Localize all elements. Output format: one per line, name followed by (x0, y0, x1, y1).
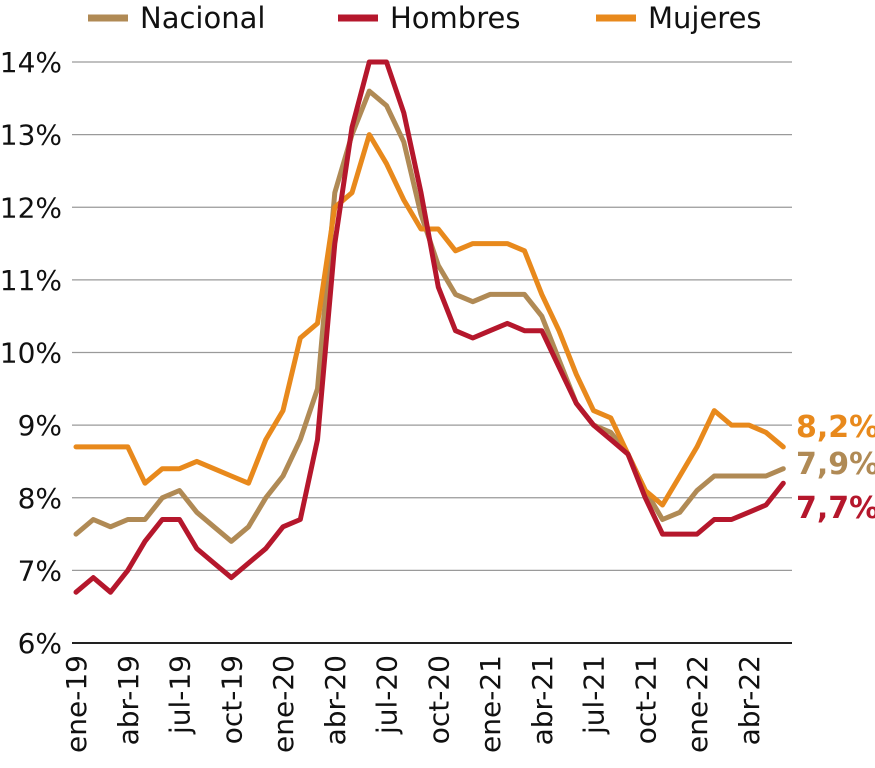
y-tick-label: 9% (18, 409, 62, 442)
y-tick-label: 10% (0, 337, 62, 370)
end-label-mujeres: 8,2% (796, 410, 875, 445)
y-tick-label: 12% (0, 191, 62, 224)
series-line-nacional (73, 88, 786, 544)
legend-item-mujeres: Mujeres (596, 1, 762, 35)
y-tick-label: 13% (0, 119, 62, 152)
x-tick-label: ene-20 (267, 655, 300, 753)
x-axis-ticks: ene-19 abr-19 jul-19 oct-19 ene-20 abr-20 jul-… (60, 655, 766, 753)
series-line-mujeres (73, 132, 786, 508)
series-line-hombres (73, 59, 786, 595)
x-tick-label: abr-22 (733, 655, 766, 745)
series-lines (73, 59, 786, 595)
x-tick-label: oct-20 (422, 655, 455, 744)
end-label-hombres: 7,7% (796, 491, 875, 526)
x-tick-label: jul-20 (371, 655, 404, 735)
end-labels: 8,2% 7,9% 7,7% (796, 410, 875, 526)
y-axis-ticks: 6% 7% 8% 9% 10% 11% 12% 13% 14% (0, 46, 62, 660)
x-tick-label: abr-20 (319, 655, 352, 745)
x-tick-label: ene-19 (60, 655, 93, 753)
legend: Nacional Hombres Mujeres (88, 1, 762, 35)
y-tick-label: 11% (0, 264, 62, 297)
x-tick-label: jul-19 (164, 655, 197, 735)
y-tick-label: 14% (0, 46, 62, 79)
x-tick-label: ene-22 (681, 655, 714, 753)
y-tick-label: 6% (18, 627, 62, 660)
legend-label-hombres: Hombres (390, 1, 520, 35)
legend-item-hombres: Hombres (338, 1, 520, 35)
x-tick-label: abr-19 (112, 655, 145, 745)
y-tick-label: 8% (18, 482, 62, 515)
gridlines (72, 61, 792, 571)
end-label-nacional: 7,9% (796, 447, 875, 482)
y-tick-label: 7% (18, 554, 62, 587)
legend-item-nacional: Nacional (88, 1, 265, 35)
x-tick-label: jul-21 (578, 655, 611, 735)
x-tick-label: abr-21 (526, 655, 559, 745)
x-tick-label: ene-21 (474, 655, 507, 753)
x-tick-label: oct-19 (215, 655, 248, 744)
x-tick-label: oct-21 (629, 655, 662, 744)
legend-label-nacional: Nacional (140, 1, 265, 35)
legend-label-mujeres: Mujeres (648, 1, 762, 35)
